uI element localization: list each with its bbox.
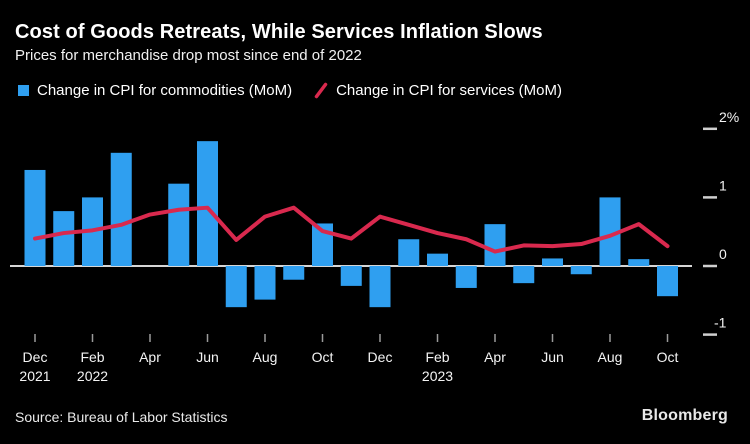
legend-item-services: Change in CPI for services (MoM) <box>314 82 562 99</box>
x-tick-label: Aug <box>253 349 278 365</box>
source-credit: Source: Bureau of Labor Statistics <box>15 409 228 425</box>
x-tick-label: Oct <box>657 349 679 365</box>
chart-title: Cost of Goods Retreats, While Services I… <box>15 21 543 43</box>
x-tick-year-label: 2023 <box>422 368 453 384</box>
x-tick-label: Feb <box>80 349 104 365</box>
bar-Apr-2023 <box>484 224 506 266</box>
x-tick-label: Dec <box>368 349 393 365</box>
chart-subtitle: Prices for merchandise drop most since e… <box>15 47 362 64</box>
bar-Jul-2023 <box>570 266 592 275</box>
bar-Sep-2023 <box>628 259 650 266</box>
legend-item-commodities: Change in CPI for commodities (MoM) <box>18 82 292 99</box>
bar-May-2022 <box>168 183 190 266</box>
services-line-swatch-icon <box>314 82 328 99</box>
x-tick-label: Jun <box>196 349 219 365</box>
bar-Aug-2022 <box>254 266 276 300</box>
bar-Dec-2021 <box>24 169 46 266</box>
bar-Oct-2023 <box>657 266 678 297</box>
bar-Jan-2022 <box>53 211 75 266</box>
x-tick-label: Oct <box>312 349 334 365</box>
bar-May-2023 <box>513 266 535 284</box>
x-tick-label: Jun <box>541 349 564 365</box>
bar-Jun-2022 <box>197 141 218 266</box>
bar-Jan-2023 <box>398 239 420 266</box>
y-tick-label: -1 <box>714 315 727 331</box>
x-tick-label: Dec <box>23 349 48 365</box>
y-tick-label: 1 <box>719 177 727 193</box>
bar-Feb-2023 <box>427 253 448 266</box>
x-tick-label: Apr <box>484 349 506 365</box>
x-tick-year-label: 2021 <box>19 368 50 384</box>
y-tick-label: 0 <box>719 246 727 262</box>
bar-Jun-2023 <box>542 258 563 266</box>
x-tick-year-label: 2022 <box>77 368 108 384</box>
bar-Nov-2022 <box>340 266 362 286</box>
bar-Sep-2022 <box>283 266 305 280</box>
y-tick-label: 2% <box>719 109 739 125</box>
x-tick-label: Apr <box>139 349 161 365</box>
legend-label-commodities: Change in CPI for commodities (MoM) <box>37 82 293 99</box>
bar-Mar-2023 <box>455 266 477 288</box>
x-tick-label: Feb <box>425 349 449 365</box>
commodities-swatch-icon <box>18 85 29 96</box>
legend: Change in CPI for commodities (MoM) Chan… <box>18 82 562 99</box>
bar-Dec-2022 <box>369 266 391 308</box>
bar-Mar-2022 <box>110 152 132 266</box>
bar-Jul-2022 <box>225 266 247 308</box>
legend-label-services: Change in CPI for services (MoM) <box>336 82 562 99</box>
services-line <box>33 205 670 254</box>
x-tick-label: Aug <box>598 349 623 365</box>
bar-Aug-2023 <box>599 197 621 266</box>
bloomberg-logo: Bloomberg <box>641 407 728 424</box>
